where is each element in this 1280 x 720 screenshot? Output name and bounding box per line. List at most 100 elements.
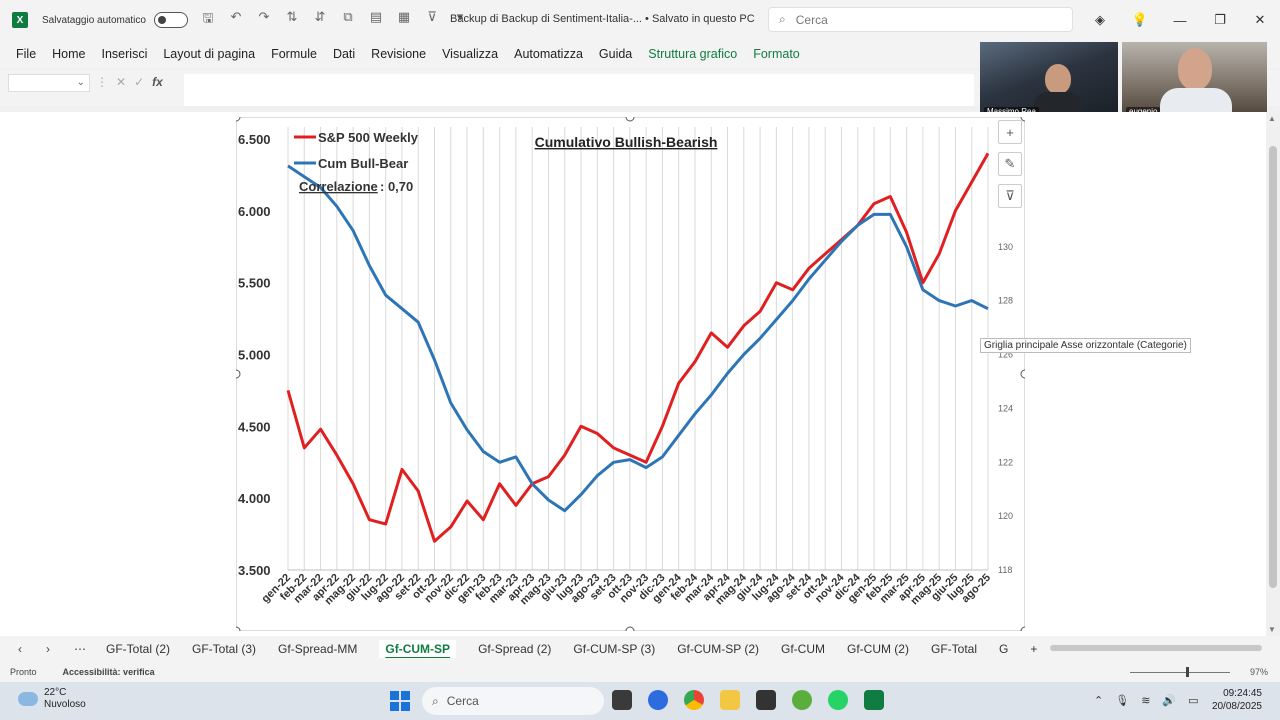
task-view-icon[interactable] <box>612 690 632 710</box>
menu-chart-design[interactable]: Struttura grafico <box>648 47 738 61</box>
whatsapp-icon[interactable] <box>828 690 848 710</box>
cancel-icon[interactable]: ✕ <box>116 75 127 89</box>
title-bar: X Salvataggio automatico 🖫 ↶ ↷ ⇅ ⇵ ⧉ ▤ ▦… <box>0 0 1280 40</box>
undo-icon[interactable]: ↶ <box>230 9 242 24</box>
add-sheet-button[interactable]: + <box>1030 642 1038 656</box>
sheet-tab[interactable]: GF-Total (3) <box>192 642 257 656</box>
name-box[interactable]: ⌄ <box>8 74 90 92</box>
resize-handle[interactable] <box>625 626 635 636</box>
windows-start-icon[interactable] <box>390 691 410 711</box>
sheet-tab[interactable]: Gf-CUM-SP (2) <box>677 642 759 656</box>
tab-next-icon[interactable]: › <box>46 642 50 656</box>
y-left-tick: 6.000 <box>238 204 271 219</box>
resize-handle[interactable] <box>231 369 241 379</box>
zoom-slider[interactable] <box>1130 672 1230 673</box>
menu-review[interactable]: Revisione <box>371 47 427 61</box>
autosave-toggle[interactable] <box>153 12 188 28</box>
lightbulb-icon[interactable]: 💡 <box>1131 12 1149 27</box>
paste-icon[interactable]: ▤ <box>369 9 383 24</box>
weather-widget[interactable]: 22°C Nuvoloso <box>18 687 86 711</box>
series-line-cum[interactable] <box>287 164 989 513</box>
accessibility-check[interactable]: Accessibilità: verifica <box>62 667 155 677</box>
weather-condition: Nuvoloso <box>44 699 86 710</box>
series-line-sp500[interactable] <box>286 152 990 543</box>
chevron-up-icon[interactable]: ⌃ <box>1094 695 1104 707</box>
menu-page-layout[interactable]: Layout di pagina <box>163 47 256 61</box>
copy-icon[interactable]: ⧉ <box>343 9 353 24</box>
sheet-tab[interactable]: Gf-CUM (2) <box>846 642 909 656</box>
volume-icon[interactable]: 🔊 <box>1162 695 1177 707</box>
y-right-tick: 124 <box>998 403 1013 413</box>
tab-prev-icon[interactable]: ‹ <box>18 642 22 656</box>
taskbar: 22°C Nuvoloso ⌕ Cerca ⌃ 🎙 ≋ 🔊 ▭ 09:24:45… <box>0 682 1280 720</box>
document-title[interactable]: Backup di Backup di Sentiment-Italia-...… <box>450 13 755 25</box>
chart-filters-button[interactable]: ⊽ <box>998 184 1022 208</box>
sheet-tab[interactable]: Gf-CUM <box>780 642 825 656</box>
file-explorer-icon[interactable] <box>720 690 740 710</box>
sync-app-icon[interactable] <box>792 690 812 710</box>
menu-automate[interactable]: Automatizza <box>514 47 583 61</box>
taskbar-search[interactable]: ⌕ Cerca <box>422 687 604 715</box>
close-button[interactable]: ✕ <box>1254 12 1266 27</box>
confirm-icon[interactable]: ✓ <box>134 75 145 89</box>
formula-input[interactable] <box>184 74 974 106</box>
y-left-tick: 3.500 <box>238 563 271 578</box>
filter-icon[interactable]: ⊽ <box>427 9 437 24</box>
chart-styles-button[interactable]: ✎ <box>998 152 1022 176</box>
vertical-scrollbar[interactable]: ▲ ▼ <box>1266 112 1280 636</box>
save-icon[interactable]: 🖫 <box>202 10 214 25</box>
sheet-tab[interactable]: GF-Total (2) <box>106 642 171 656</box>
more-icon[interactable]: ⋮ <box>96 75 108 89</box>
format-icon[interactable]: ▦ <box>397 9 411 24</box>
scroll-thumb[interactable] <box>1269 146 1277 588</box>
sheet-tab[interactable]: Gf-CUM-SP (3) <box>573 642 656 656</box>
menu-data[interactable]: Dati <box>332 47 356 61</box>
chart-side-buttons: + ✎ ⊽ <box>998 120 1024 216</box>
menu-format[interactable]: Formato <box>753 47 800 61</box>
excel-taskbar-icon[interactable] <box>864 690 884 710</box>
resize-handle[interactable] <box>1020 369 1030 379</box>
formula-tools: ⋮ ✕ ✓ fx <box>96 75 163 89</box>
zoom-app-icon[interactable] <box>648 690 668 710</box>
redo-icon[interactable]: ↷ <box>258 9 270 24</box>
chrome-icon[interactable] <box>684 690 704 710</box>
menu-view[interactable]: Visualizza <box>442 47 499 61</box>
taskbar-clock[interactable]: 09:24:45 20/08/2025 <box>1212 687 1262 713</box>
horizontal-scrollbar[interactable] <box>1050 645 1262 651</box>
sheet-tab-active[interactable]: Gf-CUM-SP <box>379 640 457 658</box>
tab-more-icon[interactable]: ⋯ <box>74 642 86 656</box>
weather-temp: 22°C <box>44 687 67 698</box>
maximize-button[interactable]: ❐ <box>1214 12 1226 27</box>
minimize-button[interactable]: — <box>1173 12 1187 28</box>
resize-handle[interactable] <box>625 112 635 122</box>
search-input[interactable]: ⌕ Cerca <box>768 7 1073 32</box>
wifi-icon[interactable]: ≋ <box>1141 695 1151 707</box>
chart-elements-button[interactable]: + <box>998 120 1022 144</box>
sort-desc-icon[interactable]: ⇵ <box>314 9 326 24</box>
gridline-tooltip: Griglia principale Asse orizzontale (Cat… <box>980 338 1191 353</box>
microphone-icon[interactable]: 🎙 <box>1115 695 1130 707</box>
zoom-level[interactable]: 97% <box>1249 667 1268 677</box>
scroll-down-icon[interactable]: ▼ <box>1268 625 1276 634</box>
battery-icon[interactable]: ▭ <box>1188 695 1199 707</box>
sort-asc-icon[interactable]: ⇅ <box>286 9 298 24</box>
scroll-up-icon[interactable]: ▲ <box>1268 114 1276 123</box>
copilot-icon[interactable]: ◈ <box>1095 12 1105 27</box>
menu-help[interactable]: Guida <box>598 47 633 61</box>
menu-formulas[interactable]: Formule <box>271 47 317 61</box>
chart[interactable]: 6.500 6.000 5.500 5.000 4.500 4.000 3.500 130 1… <box>231 112 1030 636</box>
autosave-label: Salvataggio automatico <box>42 14 146 26</box>
sheet-tab[interactable]: GF-Total <box>930 642 977 656</box>
zoom-slider-thumb[interactable] <box>1186 667 1189 677</box>
menu-insert[interactable]: Inserisci <box>101 47 148 61</box>
sheet-tab[interactable]: G <box>999 642 1009 656</box>
customize-icon[interactable]: ▾ <box>456 9 464 24</box>
chart-title: Cumulativo Bullish-Bearish <box>535 134 718 150</box>
sheet-tab[interactable]: Gf-Spread (2) <box>478 642 552 656</box>
menu-home[interactable]: Home <box>52 47 86 61</box>
sheet-tab[interactable]: Gf-Spread-MM <box>278 642 358 656</box>
legend-cum: Cum Bull-Bear <box>318 156 408 171</box>
insert-function-button[interactable]: fx <box>152 75 163 89</box>
menu-file[interactable]: File <box>16 47 37 61</box>
shield-app-icon[interactable] <box>756 690 776 710</box>
